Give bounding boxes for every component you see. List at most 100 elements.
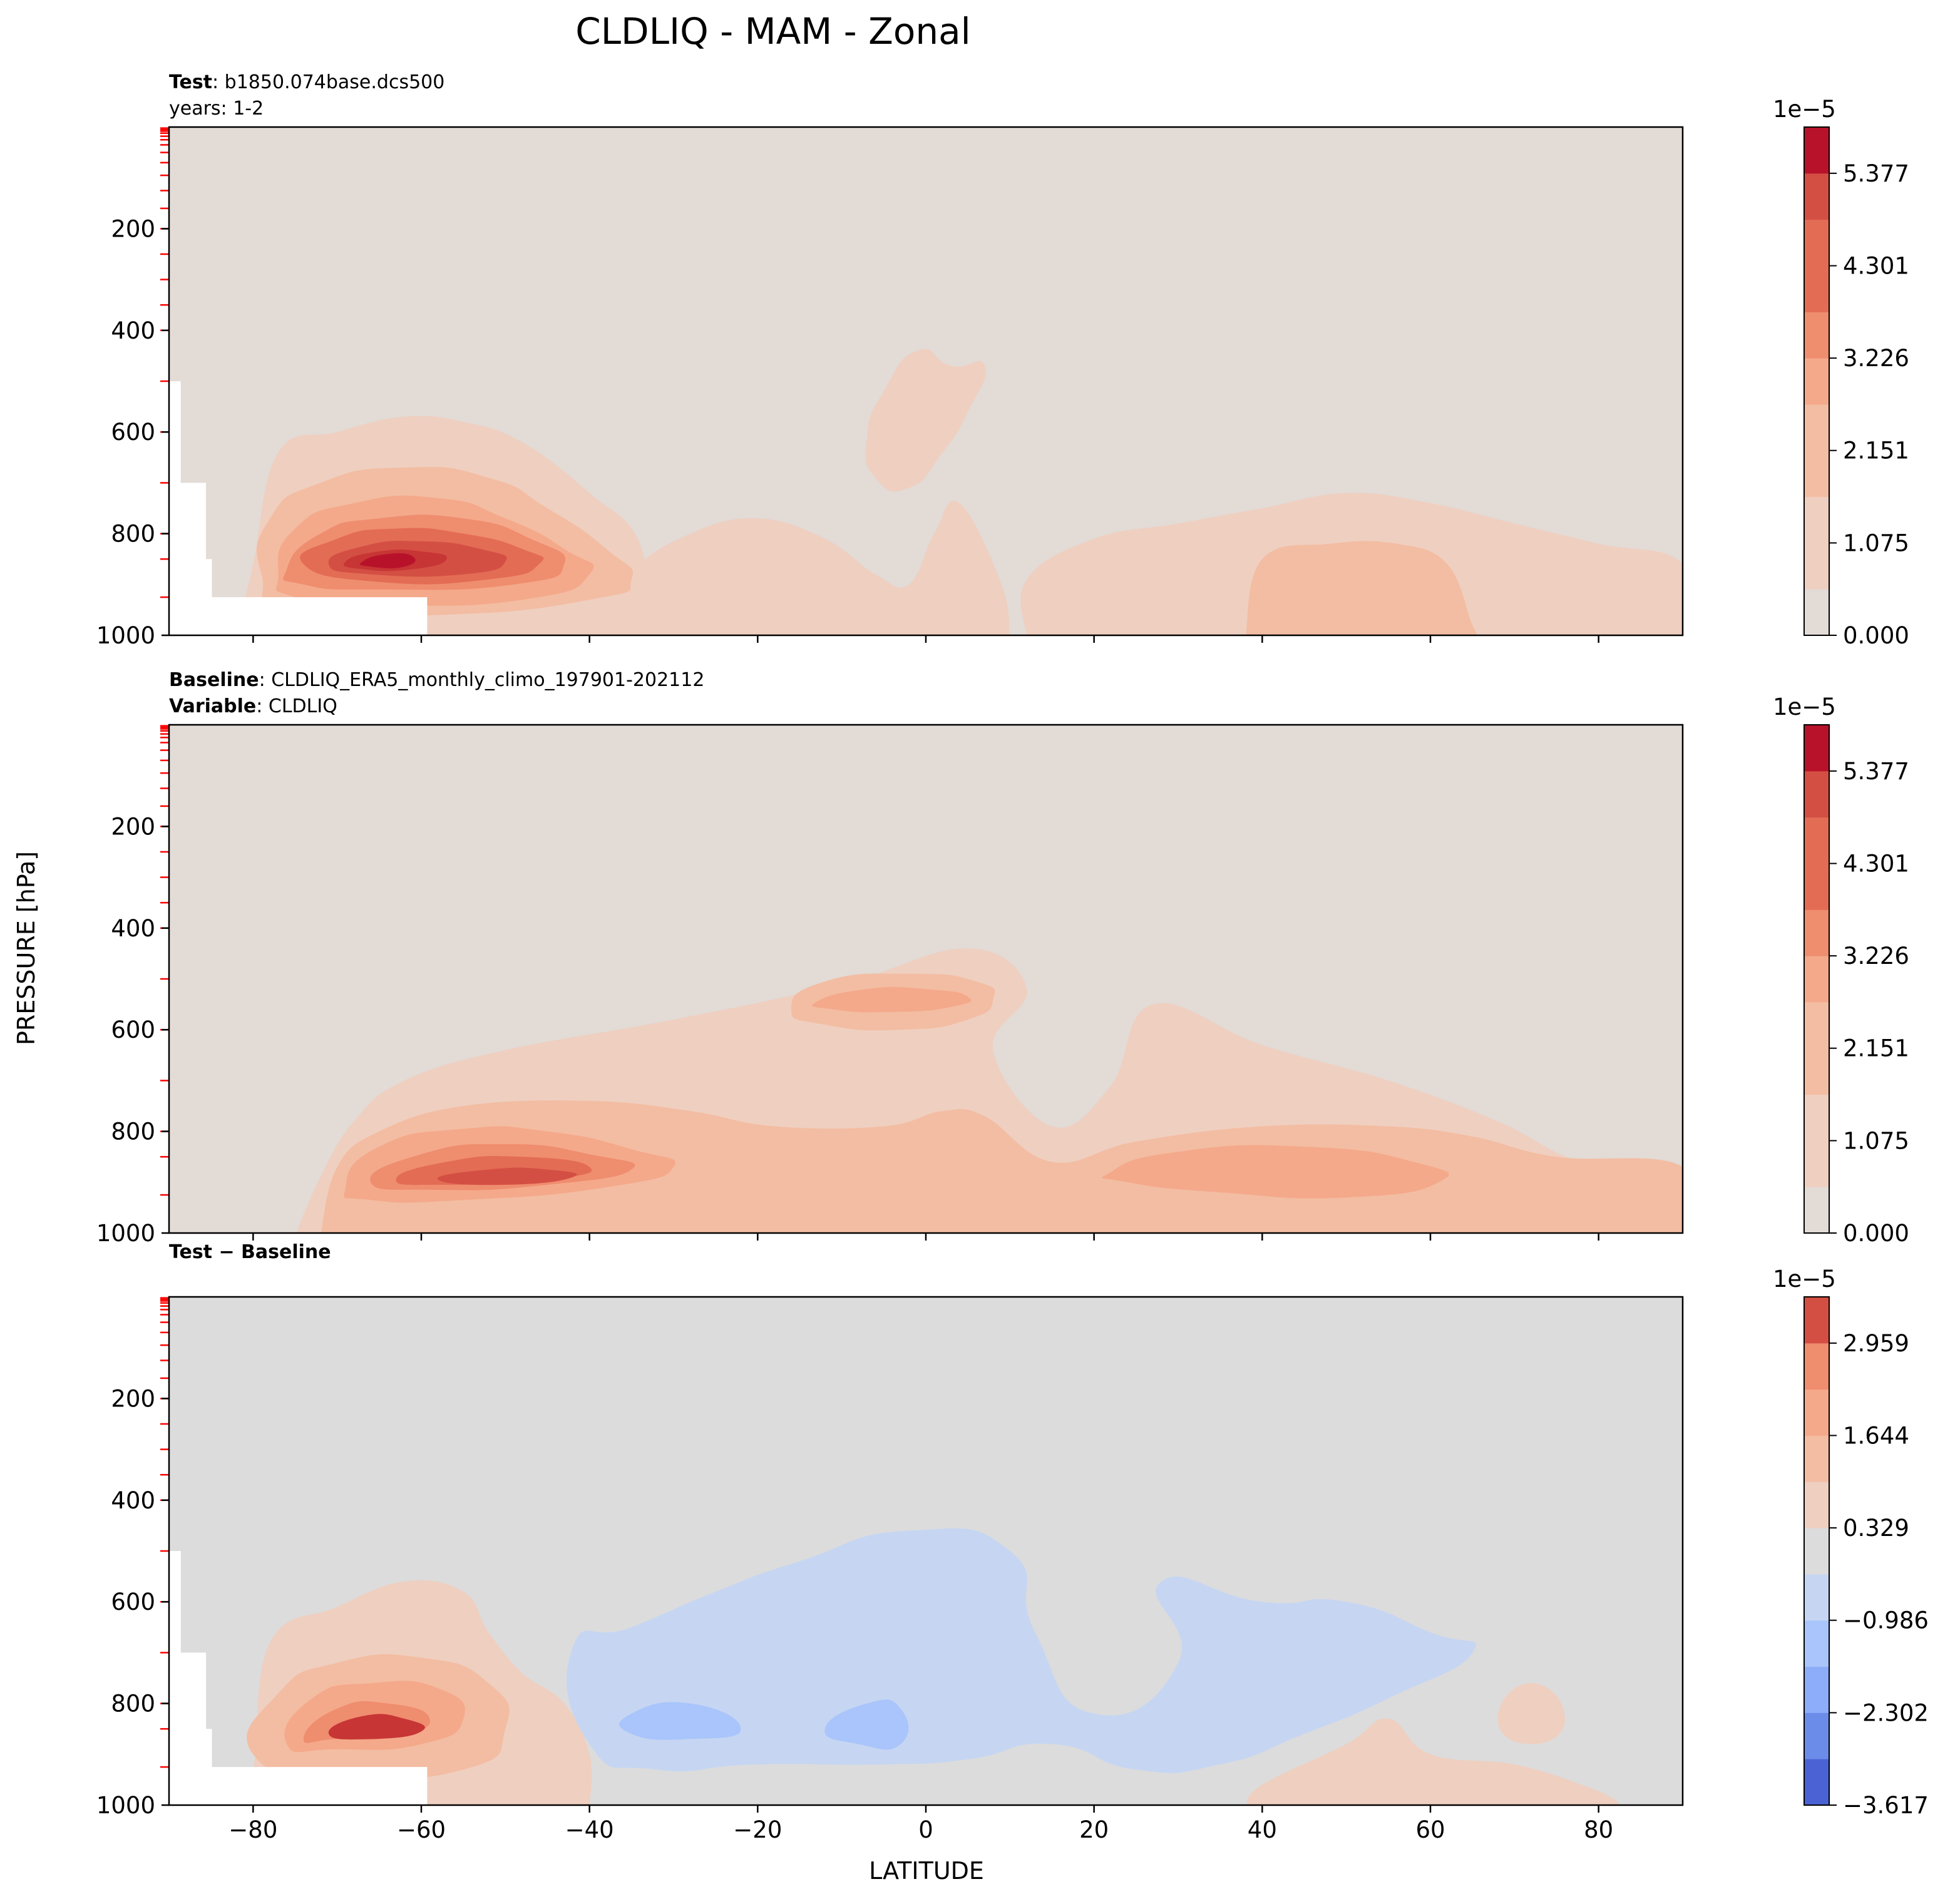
contour-diff-neg-l2b: [824, 1699, 909, 1750]
contour-base-nh-l3: [1102, 1145, 1449, 1199]
colorbar-tick-label: 1.075: [1843, 1127, 1909, 1154]
colorbar-band: [1804, 1048, 1829, 1095]
colorbar-band: [1804, 265, 1829, 312]
contour-diff-so-pos-l5: [328, 1714, 425, 1740]
panel-header-line1: Baseline: CLDLIQ_ERA5_monthly_climo_1979…: [169, 669, 704, 691]
colorbar-band: [1804, 1482, 1829, 1528]
colorbar-band: [1804, 127, 1829, 174]
panel-header-label: Test − Baseline: [169, 1241, 331, 1263]
colorbar-tick-label: 4.301: [1843, 253, 1909, 280]
y-tick-label: 600: [111, 1589, 155, 1615]
panel-baseline: Baseline: CLDLIQ_ERA5_monthly_climo_1979…: [96, 669, 1909, 1247]
x-tick-label: 60: [1415, 1816, 1445, 1843]
x-tick-label: 20: [1079, 1816, 1109, 1843]
x-tick-label: 80: [1584, 1816, 1613, 1843]
colorbar-tick-label: 2.151: [1843, 1035, 1909, 1062]
y-tick-label: 1000: [96, 622, 155, 649]
colorbar: 0.000 1.075 2.151 3.226 4.301 5.377 1e−5: [1773, 694, 1909, 1247]
colorbar-band: [1804, 358, 1829, 405]
colorbar-tick-label: −2.302: [1843, 1699, 1929, 1726]
y-tick-label: 200: [111, 215, 155, 242]
colorbar-exponent: 1e−5: [1773, 1266, 1836, 1292]
contour-base-so-l6: [437, 1167, 577, 1185]
x-tick-label: 0: [918, 1816, 933, 1843]
colorbar-band: [1804, 1712, 1829, 1759]
colorbar-tick-label: 4.301: [1843, 851, 1909, 878]
y-tick-label: 800: [111, 1118, 155, 1145]
panel-header-label: Baseline: [169, 669, 259, 691]
colorbar-band: [1804, 173, 1829, 220]
colorbar-frame: [1804, 126, 1830, 636]
y-tick-label: 1000: [96, 1220, 155, 1247]
colorbar-band: [1804, 817, 1829, 864]
colorbar-band: [1804, 496, 1829, 543]
contour-test-tropical-low: [615, 501, 1010, 635]
colorbar-band: [1804, 1297, 1829, 1344]
colorbar-exponent: 1e−5: [1773, 694, 1836, 720]
colorbar-tick-label: 3.226: [1843, 943, 1909, 970]
panel-header-label: Variable: [169, 695, 256, 717]
colorbar-band: [1804, 725, 1829, 772]
plot-area: [169, 1297, 1683, 1805]
colorbar-band: [1804, 1528, 1829, 1575]
colorbar-band: [1804, 956, 1829, 1003]
colorbar-band: [1804, 770, 1829, 818]
colorbar-exponent: 1e−5: [1773, 96, 1836, 123]
x-tick-label: −80: [228, 1816, 277, 1843]
y-tick-label: 400: [111, 915, 155, 942]
colorbar-band: [1804, 1140, 1829, 1187]
panel-header-value: : CLDLIQ: [256, 695, 337, 717]
colorbar-tick-label: −0.986: [1843, 1607, 1929, 1634]
colorbar-tick-label: 0.329: [1843, 1515, 1909, 1542]
panel-header-value: : b1850.074base.dcs500: [212, 71, 444, 93]
contour-test-nh-l2: [1246, 541, 1478, 635]
colorbar-band: [1804, 1574, 1829, 1621]
panel-header-line1: Test: b1850.074base.dcs500: [169, 71, 444, 93]
y-tick-label: 200: [111, 1385, 155, 1412]
y-tick-label: 200: [111, 813, 155, 840]
missing-data-mask: [169, 381, 428, 635]
colorbar-frame: [1804, 724, 1830, 1234]
colorbar-tick-label: 5.377: [1843, 758, 1909, 785]
panel-header-value: : CLDLIQ_ERA5_monthly_climo_197901-20211…: [259, 669, 705, 691]
shared-y-axis-label: PRESSURE [hPa]: [13, 851, 40, 1045]
contour-test-tropical-midlevel: [865, 349, 986, 492]
x-tick-label: 40: [1248, 1816, 1277, 1843]
contour-test-so-l8: [359, 553, 416, 569]
y-tick-label: 800: [111, 521, 155, 548]
colorbar-tick-label: 2.151: [1843, 438, 1909, 464]
colorbar-band: [1804, 543, 1829, 590]
contour-diff-neg-l2a: [619, 1702, 741, 1740]
contour-base-l2: [321, 1100, 1683, 1233]
colorbar-frame: [1804, 1296, 1830, 1806]
panel-header-line2: Variable: CLDLIQ: [169, 695, 337, 717]
colorbar-tick-label: −3.617: [1843, 1792, 1929, 1819]
colorbar-band: [1804, 1094, 1829, 1141]
panel-test: Test: b1850.074base.dcs500 years: 1-2 200 4…: [96, 71, 1909, 649]
colorbar-tick-label: 0.000: [1843, 1220, 1909, 1247]
colorbar-band: [1804, 1435, 1829, 1482]
colorbar-band: [1804, 1666, 1829, 1713]
colorbar-tick-label: 0.000: [1843, 622, 1909, 649]
panel-header-line2: years: 1-2: [169, 98, 264, 120]
colorbar-band: [1804, 1187, 1829, 1234]
figure-title: CLDLIQ - MAM - Zonal: [575, 10, 971, 53]
x-tick-label: −60: [397, 1816, 446, 1843]
contour-diff-nh-pos: [1246, 1718, 1619, 1805]
y-tick-label: 400: [111, 1487, 155, 1514]
colorbar-band: [1804, 404, 1829, 451]
colorbar-band: [1804, 1759, 1829, 1806]
colorbar: −3.617 −2.302 −0.986 0.329 1.644 2.959 1e−5: [1773, 1266, 1929, 1819]
panel-header-label: Test: [169, 71, 212, 93]
colorbar-tick-label: 1.644: [1843, 1422, 1909, 1449]
colorbar: 0.000 1.075 2.151 3.226 4.301 5.377 1e−5: [1773, 96, 1909, 649]
plot-area: [169, 725, 1683, 1233]
colorbar-band: [1804, 909, 1829, 956]
y-tick-label: 800: [111, 1691, 155, 1717]
y-tick-label: 600: [111, 419, 155, 446]
contour-diff-neg-l1: [567, 1528, 1476, 1773]
colorbar-band: [1804, 312, 1829, 359]
